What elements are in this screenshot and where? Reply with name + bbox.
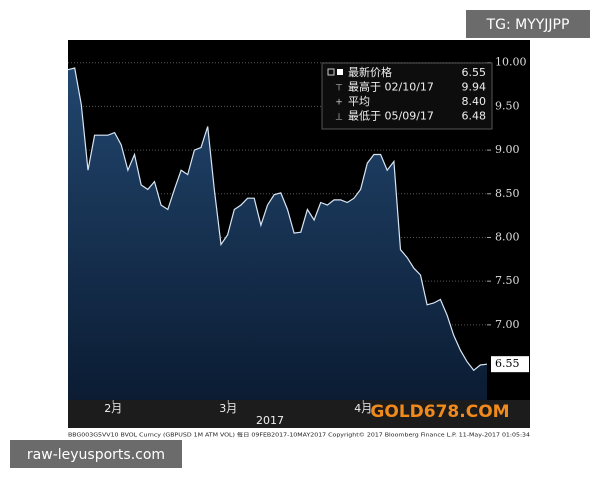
legend-value: 9.94 — [462, 81, 487, 94]
y-tick-label: 8.50 — [495, 187, 520, 200]
watermark: TG: MYYJJPP — [486, 17, 570, 33]
legend-value: 8.40 — [462, 95, 487, 108]
y-tick-label: 7.50 — [495, 274, 520, 287]
legend-label: 最低于 05/09/17 — [348, 110, 434, 123]
y-tick-label: 10.00 — [495, 56, 527, 69]
area-fill — [68, 68, 487, 400]
legend-icon: ⊤ — [335, 84, 343, 94]
legend-label: 最新价格 — [348, 65, 392, 79]
y-tick-label: 9.50 — [495, 99, 520, 112]
legend-box — [321, 62, 493, 130]
price-line — [67, 67, 488, 372]
legend-label: 平均 — [348, 95, 370, 108]
legend-label: 最高于 02/10/17 — [348, 80, 434, 94]
y-tick-label: 7.00 — [495, 318, 520, 331]
legend-icon — [337, 69, 343, 75]
footer: BBG003G5VV10 BVOL Curncy (GBPUSD 1M ATM … — [68, 431, 531, 439]
last-value-label: 6.55 — [495, 357, 520, 370]
y-tick-label: 8.00 — [495, 230, 520, 243]
x-axis-strip — [68, 400, 530, 428]
y-tick-label: 9.00 — [495, 143, 520, 156]
legend-value: 6.48 — [462, 110, 487, 123]
legend-icon: + — [335, 98, 343, 108]
last-value-box — [491, 356, 529, 373]
legend-value: 6.55 — [462, 66, 487, 79]
x-axis-title: 2017 — [256, 414, 284, 427]
watermark-box — [466, 10, 590, 38]
x-tick-label: 4月 — [354, 402, 372, 415]
legend-icon — [327, 68, 335, 76]
watermark: raw-leyusports.com — [27, 447, 165, 463]
watermark-logo: GOLD678.COM — [370, 402, 509, 422]
x-tick-label: 2月 — [104, 402, 122, 415]
legend-icon: ⊥ — [335, 113, 343, 123]
watermark-box — [10, 440, 182, 468]
x-tick-label: 3月 — [219, 402, 237, 415]
